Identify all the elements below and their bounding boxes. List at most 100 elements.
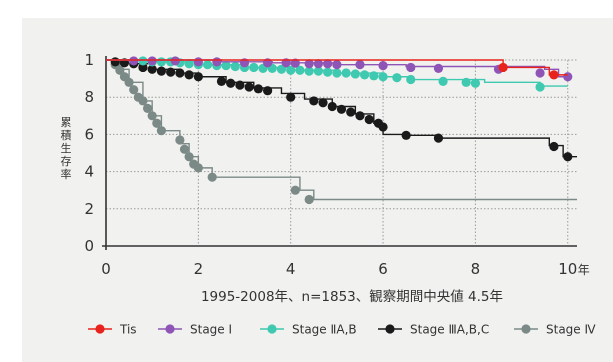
- legend-marker: [95, 324, 105, 334]
- data-point: [184, 59, 194, 69]
- data-point: [193, 57, 203, 67]
- data-point: [332, 60, 342, 70]
- data-point: [433, 133, 444, 143]
- series-line: [106, 59, 568, 78]
- y-tick-label: 1: [84, 51, 94, 69]
- data-point: [350, 69, 360, 79]
- data-point: [401, 130, 411, 140]
- legend-item: Stage ⅡA,B: [260, 323, 357, 337]
- data-point: [355, 111, 365, 121]
- data-point: [286, 65, 296, 75]
- legend: Tis Stage Ⅰ Stage ⅡA,B Stage ⅢA,B,C Stage Ⅳ: [88, 323, 596, 337]
- data-point: [175, 68, 185, 78]
- x-tick-label: 4: [286, 260, 296, 278]
- data-point: [184, 70, 194, 80]
- x-axis-label: 1995-2008年、n=1853、観察期間中央値 4.5年: [201, 288, 503, 305]
- grid: [105, 59, 577, 247]
- data-point: [378, 72, 388, 82]
- data-point: [147, 56, 157, 66]
- data-point: [359, 70, 370, 80]
- x-tick-label: 0: [101, 260, 111, 278]
- data-point: [156, 66, 167, 76]
- data-point: [138, 62, 148, 73]
- data-point: [129, 56, 139, 66]
- legend-marker: [165, 324, 175, 334]
- data-point: [226, 78, 236, 88]
- data-point: [470, 78, 481, 88]
- data-point: [212, 57, 222, 67]
- data-point: [221, 60, 231, 71]
- x-tick-label: 6: [378, 260, 388, 278]
- data-point: [156, 57, 167, 67]
- data-point: [147, 111, 157, 121]
- data-point: [244, 82, 254, 92]
- series: [106, 56, 577, 205]
- data-point: [461, 77, 471, 87]
- data-point: [207, 172, 217, 182]
- data-point: [304, 66, 314, 76]
- x-tick-label: 2: [194, 260, 204, 278]
- data-point: [193, 163, 203, 173]
- legend-label: Stage Ⅳ: [546, 323, 596, 337]
- y-tick-label: 0: [84, 237, 94, 255]
- data-point: [304, 59, 314, 69]
- data-point: [216, 76, 227, 86]
- data-point: [290, 58, 300, 68]
- data-point: [313, 66, 324, 76]
- legend-marker: [521, 324, 531, 334]
- data-point: [364, 114, 374, 125]
- data-point: [392, 73, 402, 83]
- y-tick-label: 2: [84, 200, 94, 218]
- data-point: [309, 96, 319, 106]
- data-point: [152, 118, 162, 128]
- data-point: [406, 62, 416, 73]
- x-unit-label: 年: [578, 263, 590, 277]
- data-point: [179, 144, 190, 154]
- data-point: [230, 61, 240, 72]
- data-point: [563, 72, 573, 82]
- data-point: [253, 84, 263, 94]
- data-point: [323, 67, 333, 77]
- data-point: [142, 103, 153, 113]
- data-point: [341, 68, 351, 78]
- x-tick-labels: 0 2 4 6 8 10: [101, 260, 577, 278]
- legend-label: Stage Ⅰ: [190, 323, 232, 337]
- data-point: [263, 86, 273, 96]
- data-point: [249, 62, 259, 73]
- data-point: [433, 63, 444, 73]
- data-point: [276, 64, 287, 74]
- data-point: [336, 104, 347, 114]
- y-axis-label: 累積生存率: [61, 116, 72, 181]
- y-tick-labels: 0 2 4 6 8 1: [84, 51, 94, 255]
- data-point: [295, 65, 305, 75]
- legend-item: Tis: [88, 323, 137, 337]
- data-point: [313, 59, 324, 69]
- legend-marker: [385, 324, 395, 334]
- data-point: [110, 57, 120, 67]
- data-point: [327, 101, 337, 112]
- data-point: [193, 72, 203, 82]
- legend-label: Stage ⅡA,B: [292, 323, 357, 337]
- data-point: [147, 64, 157, 74]
- data-point: [184, 152, 194, 162]
- data-point: [369, 71, 379, 81]
- x-tick-label: 8: [471, 260, 481, 278]
- data-point: [498, 62, 508, 73]
- data-point: [290, 185, 300, 195]
- series-line: [106, 59, 577, 201]
- data-point: [156, 126, 167, 136]
- data-point: [129, 85, 139, 95]
- data-point: [438, 76, 448, 86]
- legend-item: Stage Ⅳ: [514, 323, 596, 337]
- data-point: [332, 68, 342, 78]
- data-point: [323, 59, 333, 69]
- data-point: [170, 56, 180, 66]
- legend-item: Stage Ⅰ: [158, 323, 232, 337]
- data-point: [563, 152, 573, 162]
- legend-marker: [267, 324, 277, 334]
- y-tick-label: 8: [84, 88, 94, 106]
- data-point: [202, 60, 213, 70]
- data-point: [138, 96, 148, 106]
- data-point: [346, 107, 356, 117]
